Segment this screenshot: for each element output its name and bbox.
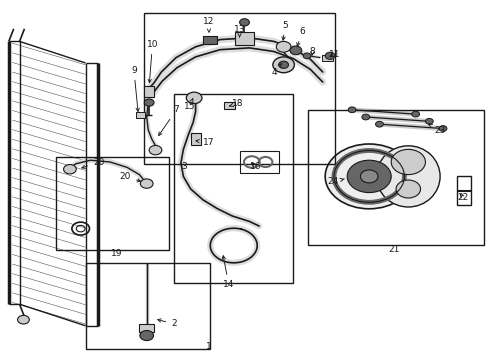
Circle shape bbox=[390, 149, 425, 175]
Bar bbox=[136, 112, 144, 118]
Bar bbox=[456, 176, 470, 205]
Text: 6: 6 bbox=[296, 27, 305, 46]
Circle shape bbox=[325, 52, 334, 59]
Circle shape bbox=[361, 114, 369, 120]
Circle shape bbox=[186, 92, 202, 104]
Circle shape bbox=[411, 111, 419, 117]
Circle shape bbox=[325, 144, 412, 209]
Circle shape bbox=[425, 118, 432, 124]
Text: 18: 18 bbox=[229, 99, 244, 108]
Text: 11: 11 bbox=[328, 50, 340, 59]
Bar bbox=[224, 102, 234, 109]
Circle shape bbox=[140, 179, 153, 188]
Text: 7: 7 bbox=[158, 105, 179, 135]
Bar bbox=[173, 94, 293, 283]
Bar bbox=[203, 36, 216, 44]
Bar bbox=[234, 32, 254, 45]
Circle shape bbox=[144, 99, 154, 106]
Circle shape bbox=[346, 160, 390, 193]
Text: 23: 23 bbox=[428, 124, 445, 135]
Text: 8: 8 bbox=[309, 47, 315, 56]
Text: 20: 20 bbox=[120, 172, 141, 182]
Text: 1: 1 bbox=[206, 342, 212, 351]
Text: 9: 9 bbox=[131, 66, 139, 112]
Bar bbox=[56, 157, 168, 250]
Bar bbox=[139, 324, 154, 332]
Circle shape bbox=[347, 107, 355, 113]
Circle shape bbox=[438, 126, 446, 131]
Circle shape bbox=[276, 41, 290, 52]
Text: 5: 5 bbox=[281, 21, 287, 40]
Text: 13: 13 bbox=[233, 25, 245, 37]
Text: 16: 16 bbox=[250, 162, 262, 171]
Bar bbox=[321, 55, 332, 61]
Bar bbox=[307, 110, 483, 245]
Bar bbox=[239, 151, 278, 173]
Bar bbox=[144, 13, 334, 164]
Text: 2: 2 bbox=[157, 319, 177, 328]
Bar bbox=[144, 86, 154, 97]
Text: 10: 10 bbox=[146, 40, 158, 83]
Circle shape bbox=[395, 180, 420, 198]
Bar bbox=[190, 133, 201, 145]
Circle shape bbox=[375, 121, 383, 127]
Circle shape bbox=[272, 57, 294, 73]
Circle shape bbox=[278, 61, 288, 68]
Circle shape bbox=[239, 19, 249, 26]
Text: 21: 21 bbox=[388, 245, 399, 253]
Text: 12: 12 bbox=[203, 17, 214, 32]
Circle shape bbox=[360, 170, 377, 183]
Bar bbox=[85, 263, 210, 349]
Circle shape bbox=[18, 315, 29, 324]
Text: 17: 17 bbox=[196, 138, 214, 147]
Text: 14: 14 bbox=[222, 256, 234, 289]
Circle shape bbox=[149, 145, 162, 155]
Text: 3: 3 bbox=[181, 162, 186, 171]
Circle shape bbox=[289, 46, 301, 55]
Text: 4: 4 bbox=[271, 63, 281, 77]
Circle shape bbox=[63, 165, 76, 174]
Ellipse shape bbox=[376, 146, 439, 207]
Text: 24: 24 bbox=[327, 177, 344, 186]
Text: 22: 22 bbox=[456, 193, 468, 202]
Text: 19: 19 bbox=[110, 249, 122, 258]
Text: 20: 20 bbox=[81, 158, 104, 168]
Circle shape bbox=[303, 53, 310, 59]
Text: 15: 15 bbox=[183, 99, 195, 111]
Circle shape bbox=[140, 330, 153, 341]
